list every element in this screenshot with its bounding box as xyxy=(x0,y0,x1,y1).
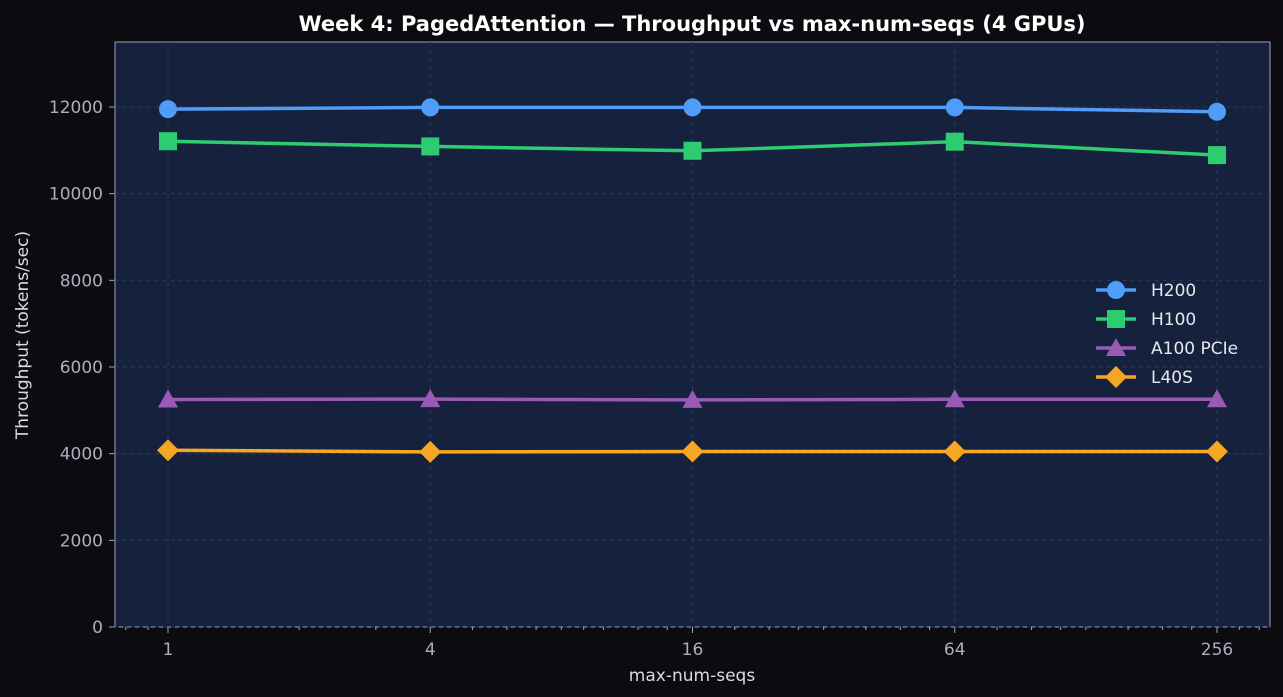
legend-item: A100 PCIe xyxy=(1096,338,1238,359)
legend-label: A100 PCIe xyxy=(1151,339,1238,359)
y-tick-label: 6000 xyxy=(60,358,103,378)
x-tick-label: 64 xyxy=(944,640,966,660)
series-a100-pcie xyxy=(158,389,1227,408)
data-point xyxy=(681,440,704,463)
x-axis-ticks: 1 4 16 64 256 xyxy=(163,627,1233,660)
chart-title: Week 4: PagedAttention — Throughput vs m… xyxy=(298,12,1085,36)
data-point xyxy=(1207,389,1227,408)
data-point xyxy=(683,98,702,117)
data-point xyxy=(1206,440,1228,463)
series-h100 xyxy=(159,132,1226,165)
data-point xyxy=(943,440,966,463)
x-tick-label: 16 xyxy=(682,640,704,660)
series-layer xyxy=(157,98,1228,463)
legend-label: L40S xyxy=(1151,368,1193,388)
data-point xyxy=(421,98,440,117)
x-tick-label: 1 xyxy=(163,640,174,660)
legend-marker xyxy=(1106,338,1126,356)
data-point xyxy=(158,389,178,408)
y-tick-label: 12000 xyxy=(49,98,103,118)
legend-label: H200 xyxy=(1151,281,1196,301)
data-point xyxy=(944,389,965,408)
x-tick-label: 256 xyxy=(1201,640,1233,660)
x-minor-ticks xyxy=(125,627,1260,630)
legend-item: H100 xyxy=(1096,310,1196,330)
data-point xyxy=(1208,102,1226,121)
legend-marker xyxy=(1105,366,1127,388)
data-point xyxy=(159,132,177,151)
series-l40s xyxy=(157,439,1228,463)
data-point xyxy=(945,98,964,117)
legend: H200 H100 A100 PCIe L40S xyxy=(1096,281,1238,388)
y-tick-label: 2000 xyxy=(60,531,103,551)
legend-marker xyxy=(1107,281,1125,299)
x-axis-label: max-num-seqs xyxy=(629,666,756,686)
legend-marker xyxy=(1107,310,1125,328)
legend-item: H200 xyxy=(1096,281,1196,301)
x-tick-label: 4 xyxy=(425,640,436,660)
y-tick-label: 4000 xyxy=(60,445,103,465)
data-point xyxy=(157,439,179,462)
data-point xyxy=(159,100,177,119)
legend-item: L40S xyxy=(1096,366,1193,388)
series-h200 xyxy=(159,98,1226,121)
data-point xyxy=(421,137,440,156)
data-point xyxy=(420,389,441,408)
y-tick-label: 0 xyxy=(92,618,103,638)
data-point xyxy=(682,389,703,408)
y-tick-label: 8000 xyxy=(60,271,103,291)
y-axis-ticks: 0 2000 4000 6000 8000 10000 12000 xyxy=(49,98,115,638)
y-axis-label: Throughput (tokens/sec) xyxy=(13,231,33,440)
data-point xyxy=(419,440,442,463)
legend-label: H100 xyxy=(1151,310,1196,330)
data-point xyxy=(1208,146,1226,165)
data-point xyxy=(683,141,702,160)
y-tick-label: 10000 xyxy=(49,185,103,205)
data-point xyxy=(945,132,964,151)
